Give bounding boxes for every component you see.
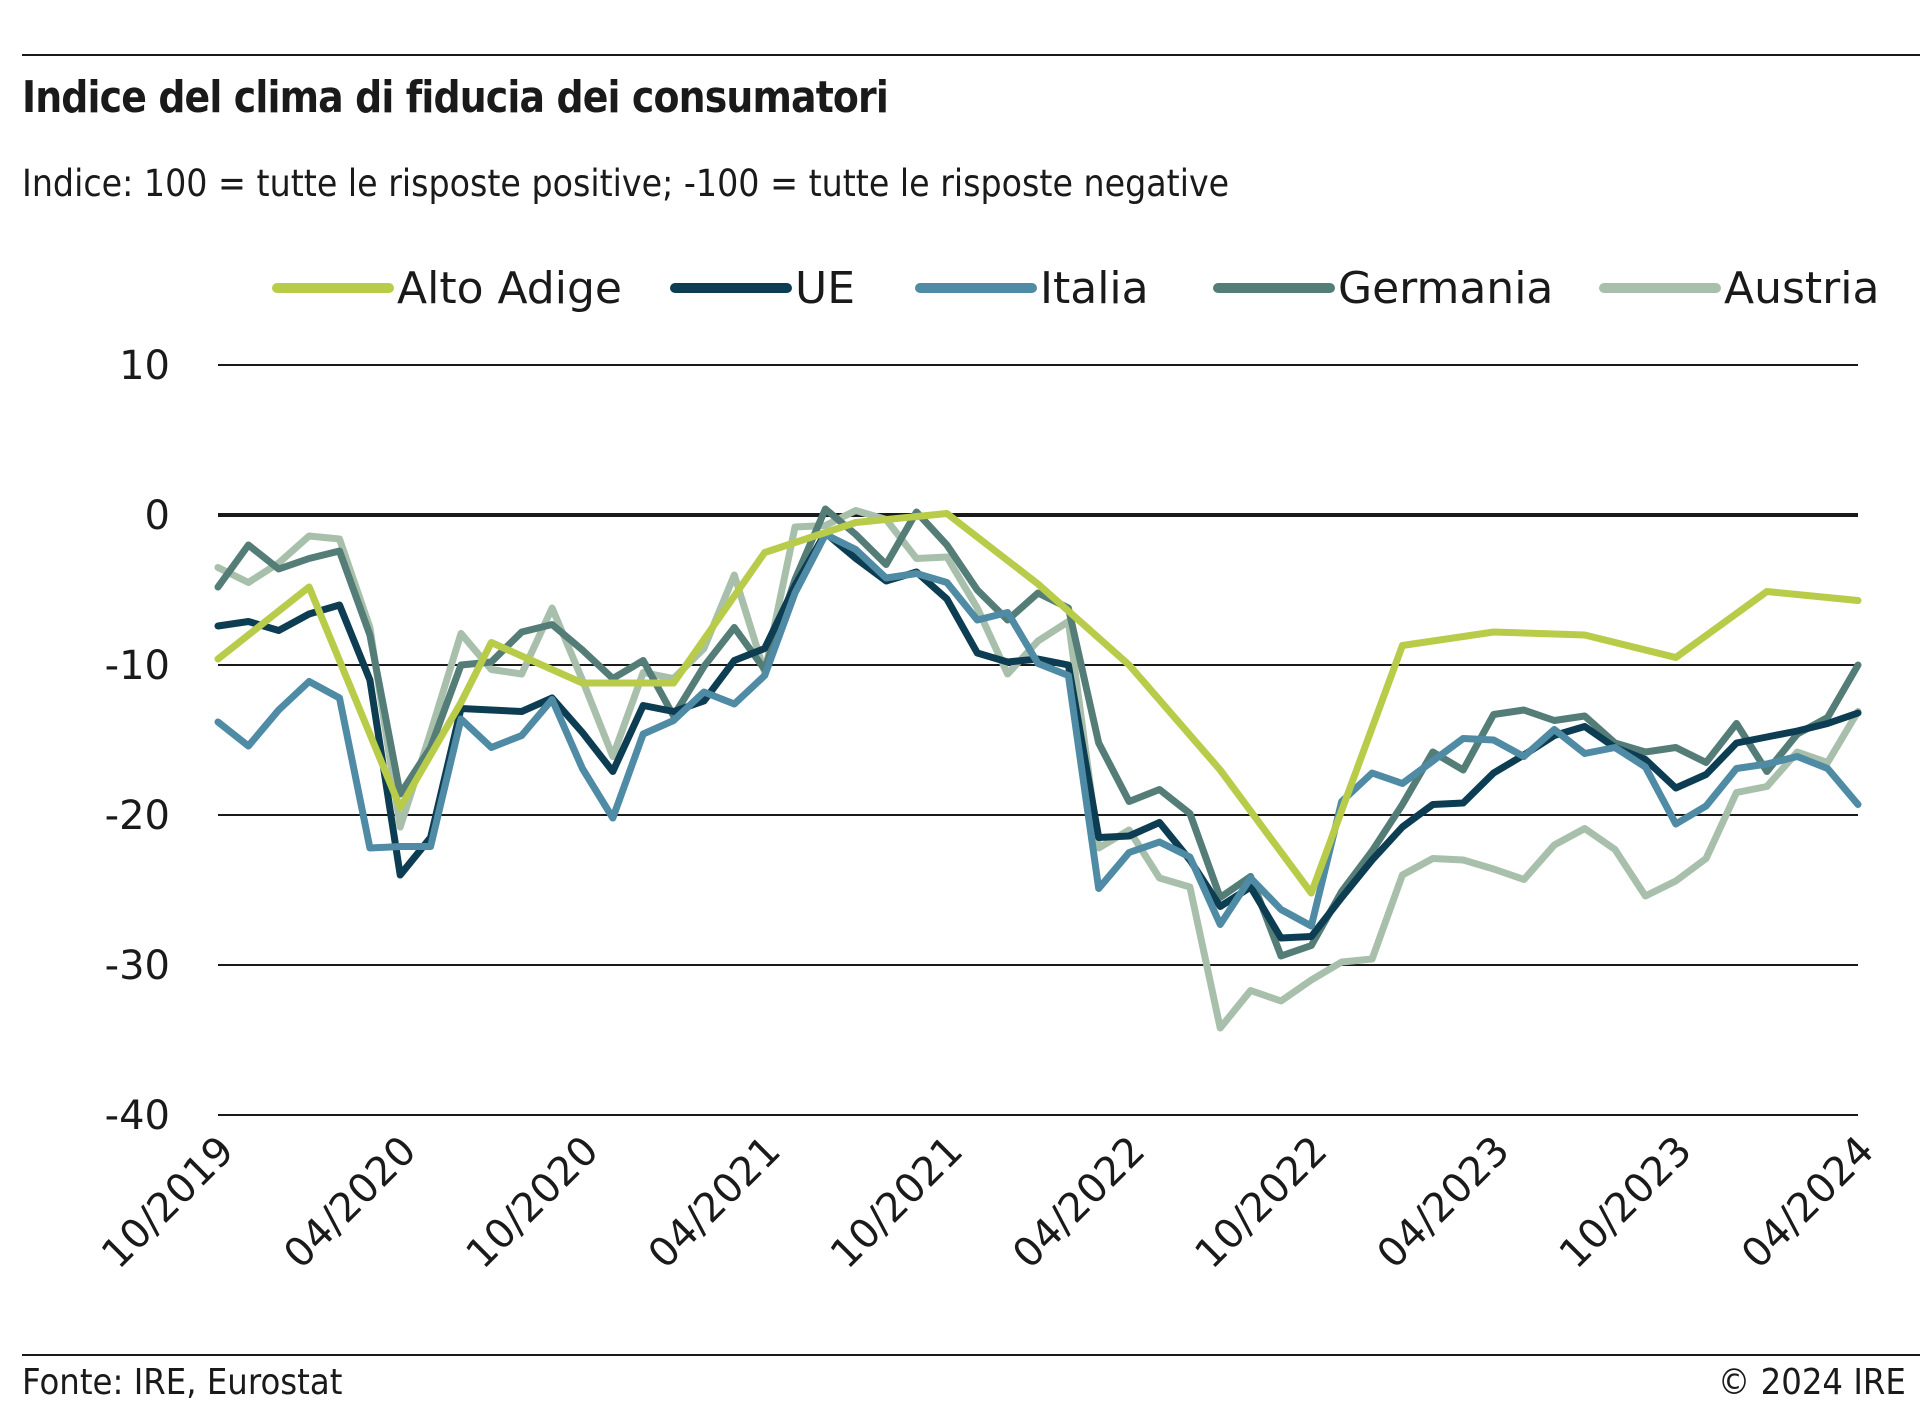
series-line-germania — [214, 505, 1862, 960]
top-rule — [22, 54, 1920, 56]
y-tick-label: -20 — [105, 793, 170, 839]
x-tick-label: 04/2024 — [1733, 1128, 1883, 1278]
x-tick-label: 10/2021 — [822, 1128, 972, 1278]
y-tick-label: -40 — [105, 1093, 170, 1139]
x-axis-ticks: 10/2019 04/2020 10/2020 04/2021 10/2021 04/20… — [93, 1128, 1883, 1278]
x-tick-label: 04/2022 — [1004, 1128, 1154, 1278]
legend-label-austria: Austria — [1724, 263, 1879, 314]
x-tick-label: 04/2021 — [640, 1128, 790, 1278]
series-line-austria — [214, 507, 1862, 1032]
x-tick-label: 10/2023 — [1551, 1128, 1701, 1278]
legend-label-italia: Italia — [1040, 263, 1149, 314]
y-tick-label: 10 — [119, 343, 170, 389]
series-line-italia — [214, 531, 1862, 930]
y-axis-ticks: 10 0 -10 -20 -30 -40 — [105, 343, 170, 1139]
chart-title: Indice del clima di fiducia dei consumat… — [22, 72, 889, 123]
x-tick-label: 10/2022 — [1186, 1128, 1336, 1278]
bottom-rule — [22, 1354, 1920, 1356]
series-line-alto-adige — [214, 510, 1862, 897]
legend-label-ue: UE — [795, 263, 855, 314]
source-note: Fonte: IRE, Eurostat — [22, 1362, 343, 1403]
legend-label-alto-adige: Alto Adige — [397, 263, 622, 314]
x-tick-label: 04/2023 — [1369, 1128, 1519, 1278]
y-tick-label: -30 — [105, 943, 170, 989]
y-tick-label: 0 — [145, 493, 170, 539]
copyright-note: © 2024 IRE — [1717, 1362, 1906, 1403]
series-lines — [214, 505, 1862, 1032]
x-tick-label: 04/2020 — [275, 1128, 425, 1278]
legend-label-germania: Germania — [1338, 263, 1553, 314]
chart-subtitle: Indice: 100 = tutte le risposte positive… — [22, 162, 1230, 205]
legend: Alto Adige UE Italia Germania Austria — [272, 263, 1879, 314]
x-tick-label: 10/2020 — [457, 1128, 607, 1278]
x-tick-label: 10/2019 — [93, 1128, 243, 1278]
y-tick-label: -10 — [105, 643, 170, 689]
